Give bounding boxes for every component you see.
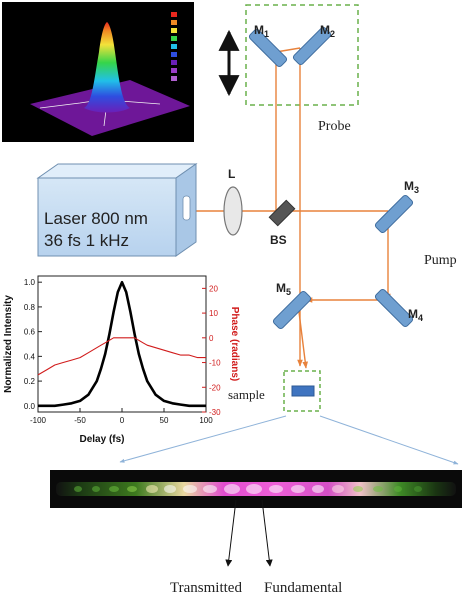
chart-series [37, 280, 206, 408]
y-left-tick-label: 0.6 [24, 328, 36, 337]
sample-label: sample [228, 387, 265, 402]
beamsplitter [268, 199, 296, 227]
projection-line-right [319, 415, 459, 465]
y-right-tick-label: -20 [209, 383, 221, 392]
probe-label: Probe [318, 119, 351, 134]
output-spots [74, 484, 422, 494]
sample [291, 385, 315, 397]
y-left-tick-label: 0.8 [24, 303, 36, 312]
y-right-tick-label: 10 [209, 309, 218, 318]
mirror-m3 [374, 194, 414, 234]
transmitted-label: Transmitted [170, 580, 242, 596]
x-tick-label: 50 [160, 416, 169, 425]
laser-label-line2: 36 fs 1 kHz [44, 231, 129, 250]
beam-pump-4 [297, 303, 308, 369]
fundamental-label: Fundamental [264, 580, 342, 596]
y-left-tick-label: 1.0 [24, 278, 36, 287]
beamsplitter-label: BS [270, 233, 287, 247]
y-right-tick-label: -30 [209, 408, 221, 417]
mirror-m4 [374, 288, 414, 328]
mirror-m4-label: M4 [408, 307, 423, 323]
y-left-tick-label: 0.4 [24, 352, 36, 361]
mirror-m5-label: M5 [276, 281, 291, 297]
y-right-tick-label: 20 [209, 284, 218, 293]
mirror-m2 [292, 26, 332, 66]
mirror-m1 [248, 28, 288, 68]
fundamental-arrow [261, 499, 273, 567]
projection-line-left [119, 415, 287, 463]
lens [223, 186, 243, 236]
laser-box [36, 163, 198, 257]
y-left-tick-label: 0.2 [24, 377, 36, 386]
inset-peak [84, 22, 130, 113]
mirror-m1-label: M1 [254, 23, 269, 39]
chart-axes: -100 -50 0 50 1000.00.20.40.60.81.020100-10-… [24, 278, 221, 425]
phase-series-line [37, 337, 206, 376]
output-spectrum-image [50, 470, 462, 508]
chart-ylabel-right: Phase (radians) [229, 307, 240, 381]
y-right-tick-label: 0 [209, 334, 214, 343]
pulse-chart: -100 -50 0 50 1000.00.20.40.60.81.020100-10-… [3, 275, 240, 445]
x-tick-label: -50 [74, 416, 86, 425]
sample-box [283, 370, 321, 412]
chart-xlabel: Delay (fs) [79, 434, 124, 445]
lens-label: L [228, 167, 235, 181]
pump-label: Pump [424, 253, 457, 268]
laser-aperture [182, 195, 191, 221]
mirror-m5 [272, 290, 312, 330]
intensity-series-line [38, 280, 206, 408]
y-right-tick-label: -10 [209, 359, 221, 368]
x-tick-label: -100 [30, 416, 47, 425]
transmitted-arrow [225, 499, 237, 567]
mirror-m3-label: M3 [404, 179, 419, 195]
inset-colorbar-ticks [171, 12, 177, 81]
y-left-tick-label: 0.0 [24, 402, 36, 411]
mirror-m2-label: M2 [320, 23, 335, 39]
chart-frame [37, 275, 207, 413]
beam-profile-inset [2, 2, 194, 142]
laser-label-line1: Laser 800 nm [44, 209, 148, 228]
chart-ylabel-left: Normalized Intensity [3, 295, 14, 393]
delay-stage-box [245, 4, 359, 106]
x-tick-label: 0 [120, 416, 125, 425]
x-tick-label: 100 [199, 416, 213, 425]
